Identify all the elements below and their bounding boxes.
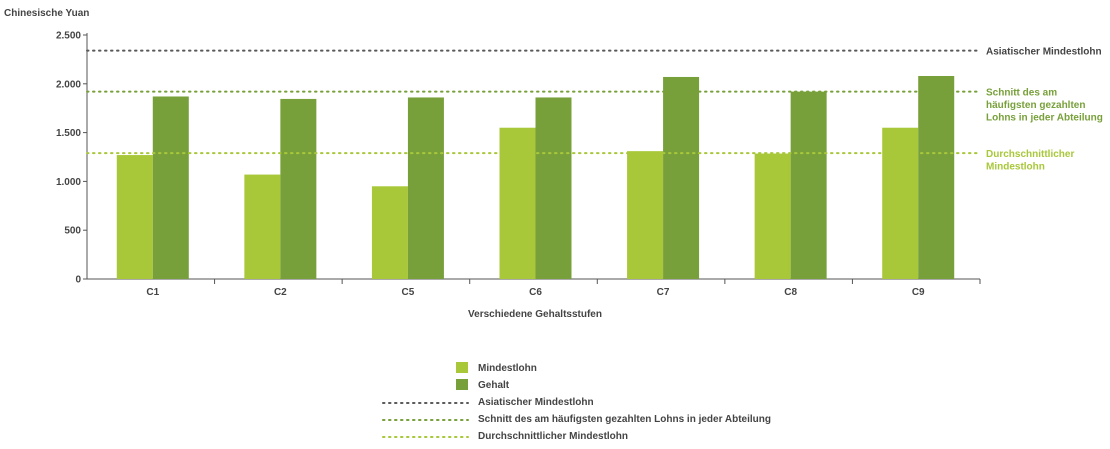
bar-gehalt-c7 [663, 76, 700, 279]
avg-min-wage-line-label: Durchschnittlicher [986, 149, 1074, 160]
y-tick-label: 1.000 [56, 177, 81, 188]
y-tick-label: 0 [75, 275, 81, 286]
bar-gehalt-c8 [790, 91, 827, 279]
x-tick-label: C8 [784, 287, 797, 298]
y-tick-label: 2.000 [56, 79, 81, 90]
y-axis-label: Chinesische Yuan [4, 8, 89, 19]
bar-mindestlohn-c2 [244, 174, 281, 279]
legend: Mindestlohn Gehalt Asiatischer Mindestlohn… [382, 362, 771, 442]
plot-area: 0 500 1.000 1.500 2.000 2.500 C1 C2 C5 C6 C7 C8 C9 As… [56, 31, 1103, 299]
y-tick-label: 1.500 [56, 128, 81, 139]
x-tick-label: C1 [146, 287, 159, 298]
x-tick-label: C9 [912, 287, 925, 298]
bar-mindestlohn-c5 [371, 186, 408, 279]
y-tick-label: 2.500 [56, 31, 81, 42]
x-tick-label: C5 [402, 287, 415, 298]
avg-most-paid-line-label: Schnitt des am [986, 88, 1057, 99]
bar-mindestlohn-c9 [882, 127, 919, 279]
avg-min-wage-line-label: Mindestlohn [986, 162, 1045, 173]
legend-swatch [456, 362, 468, 373]
bar-mindestlohn-c7 [627, 151, 664, 279]
bar-mindestlohn-c8 [754, 153, 791, 279]
legend-swatch [456, 379, 468, 390]
x-tick-label: C2 [274, 287, 287, 298]
legend-label: Asiatischer Mindestlohn [478, 397, 594, 408]
x-tick-label: C7 [657, 287, 670, 298]
asian-min-wage-line-label: Asiatischer Mindestlohn [986, 47, 1102, 58]
bar-gehalt-c9 [918, 75, 955, 279]
x-axis-label: Verschiedene Gehaltsstufen [468, 309, 602, 320]
legend-label: Mindestlohn [478, 363, 537, 374]
x-tick-label: C6 [529, 287, 542, 298]
avg-most-paid-line-label: Lohns in jeder Abteilung [986, 113, 1103, 124]
legend-label: Gehalt [478, 380, 510, 391]
bar-mindestlohn-c1 [116, 155, 153, 279]
bar-mindestlohn-c6 [499, 127, 536, 279]
legend-label: Durchschnittlicher Mindestlohn [478, 431, 628, 442]
bar-gehalt-c2 [280, 98, 317, 279]
avg-most-paid-line-label: häufigsten gezahlten [986, 100, 1085, 111]
bar-gehalt-c1 [152, 96, 189, 279]
bar-gehalt-c5 [407, 97, 444, 280]
legend-label: Schnitt des am häufigsten gezahlten Lohn… [478, 414, 771, 425]
bar-gehalt-c6 [535, 97, 572, 280]
y-tick-label: 500 [64, 226, 81, 237]
